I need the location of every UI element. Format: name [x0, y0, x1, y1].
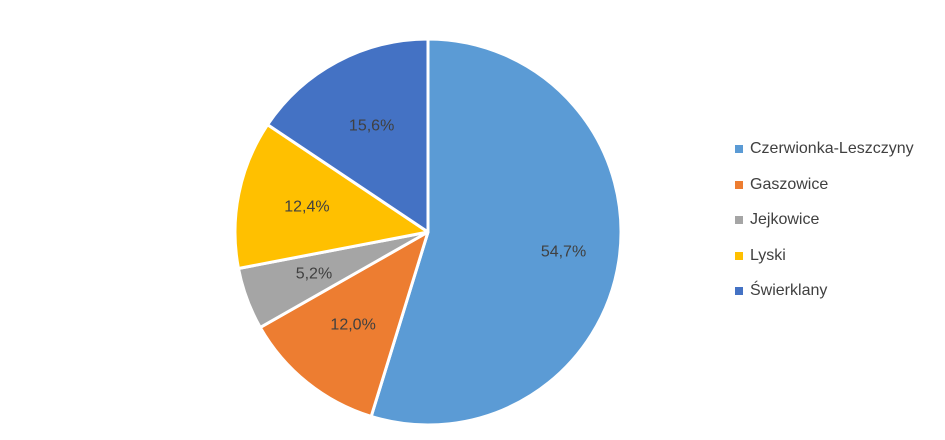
pie-slice-3: [233, 123, 430, 270]
legend-item-lyski: Lyski: [735, 247, 940, 265]
legend-item-gaszowice: Gaszowice: [735, 176, 940, 194]
legend-label: Świerklany: [750, 282, 828, 299]
pie-slice-1: [258, 230, 430, 418]
pie-slice-4: [266, 37, 430, 234]
legend-item-swierklany: Świerklany: [735, 282, 940, 300]
legend-item-czerwionka-leszczyny: Czerwionka-Leszczyny: [735, 140, 940, 158]
legend-label: Czerwionka-Leszczyny: [750, 140, 914, 157]
legend-label: Jejkowice: [750, 211, 820, 228]
legend-swatch: [735, 251, 743, 260]
legend-label: Gaszowice: [750, 175, 829, 193]
pie-slice-0: [369, 37, 623, 427]
legend-swatch: [735, 216, 743, 224]
legend-swatch: [735, 180, 743, 189]
legend-item-jejkowice: Jejkowice: [735, 211, 940, 229]
legend-label: Lyski: [750, 246, 786, 264]
legend-swatch: [735, 145, 743, 153]
slice-data-label: 15,6%: [349, 118, 394, 135]
slice-data-label: 54,7%: [541, 244, 586, 261]
slice-data-label: 12,4%: [284, 199, 329, 216]
slice-data-label: 12,0%: [330, 317, 375, 334]
legend: Czerwionka-Leszczyny Gaszowice Jejkowice…: [735, 140, 940, 318]
legend-swatch: [735, 287, 743, 295]
slice-data-label: 5,2%: [296, 265, 332, 282]
